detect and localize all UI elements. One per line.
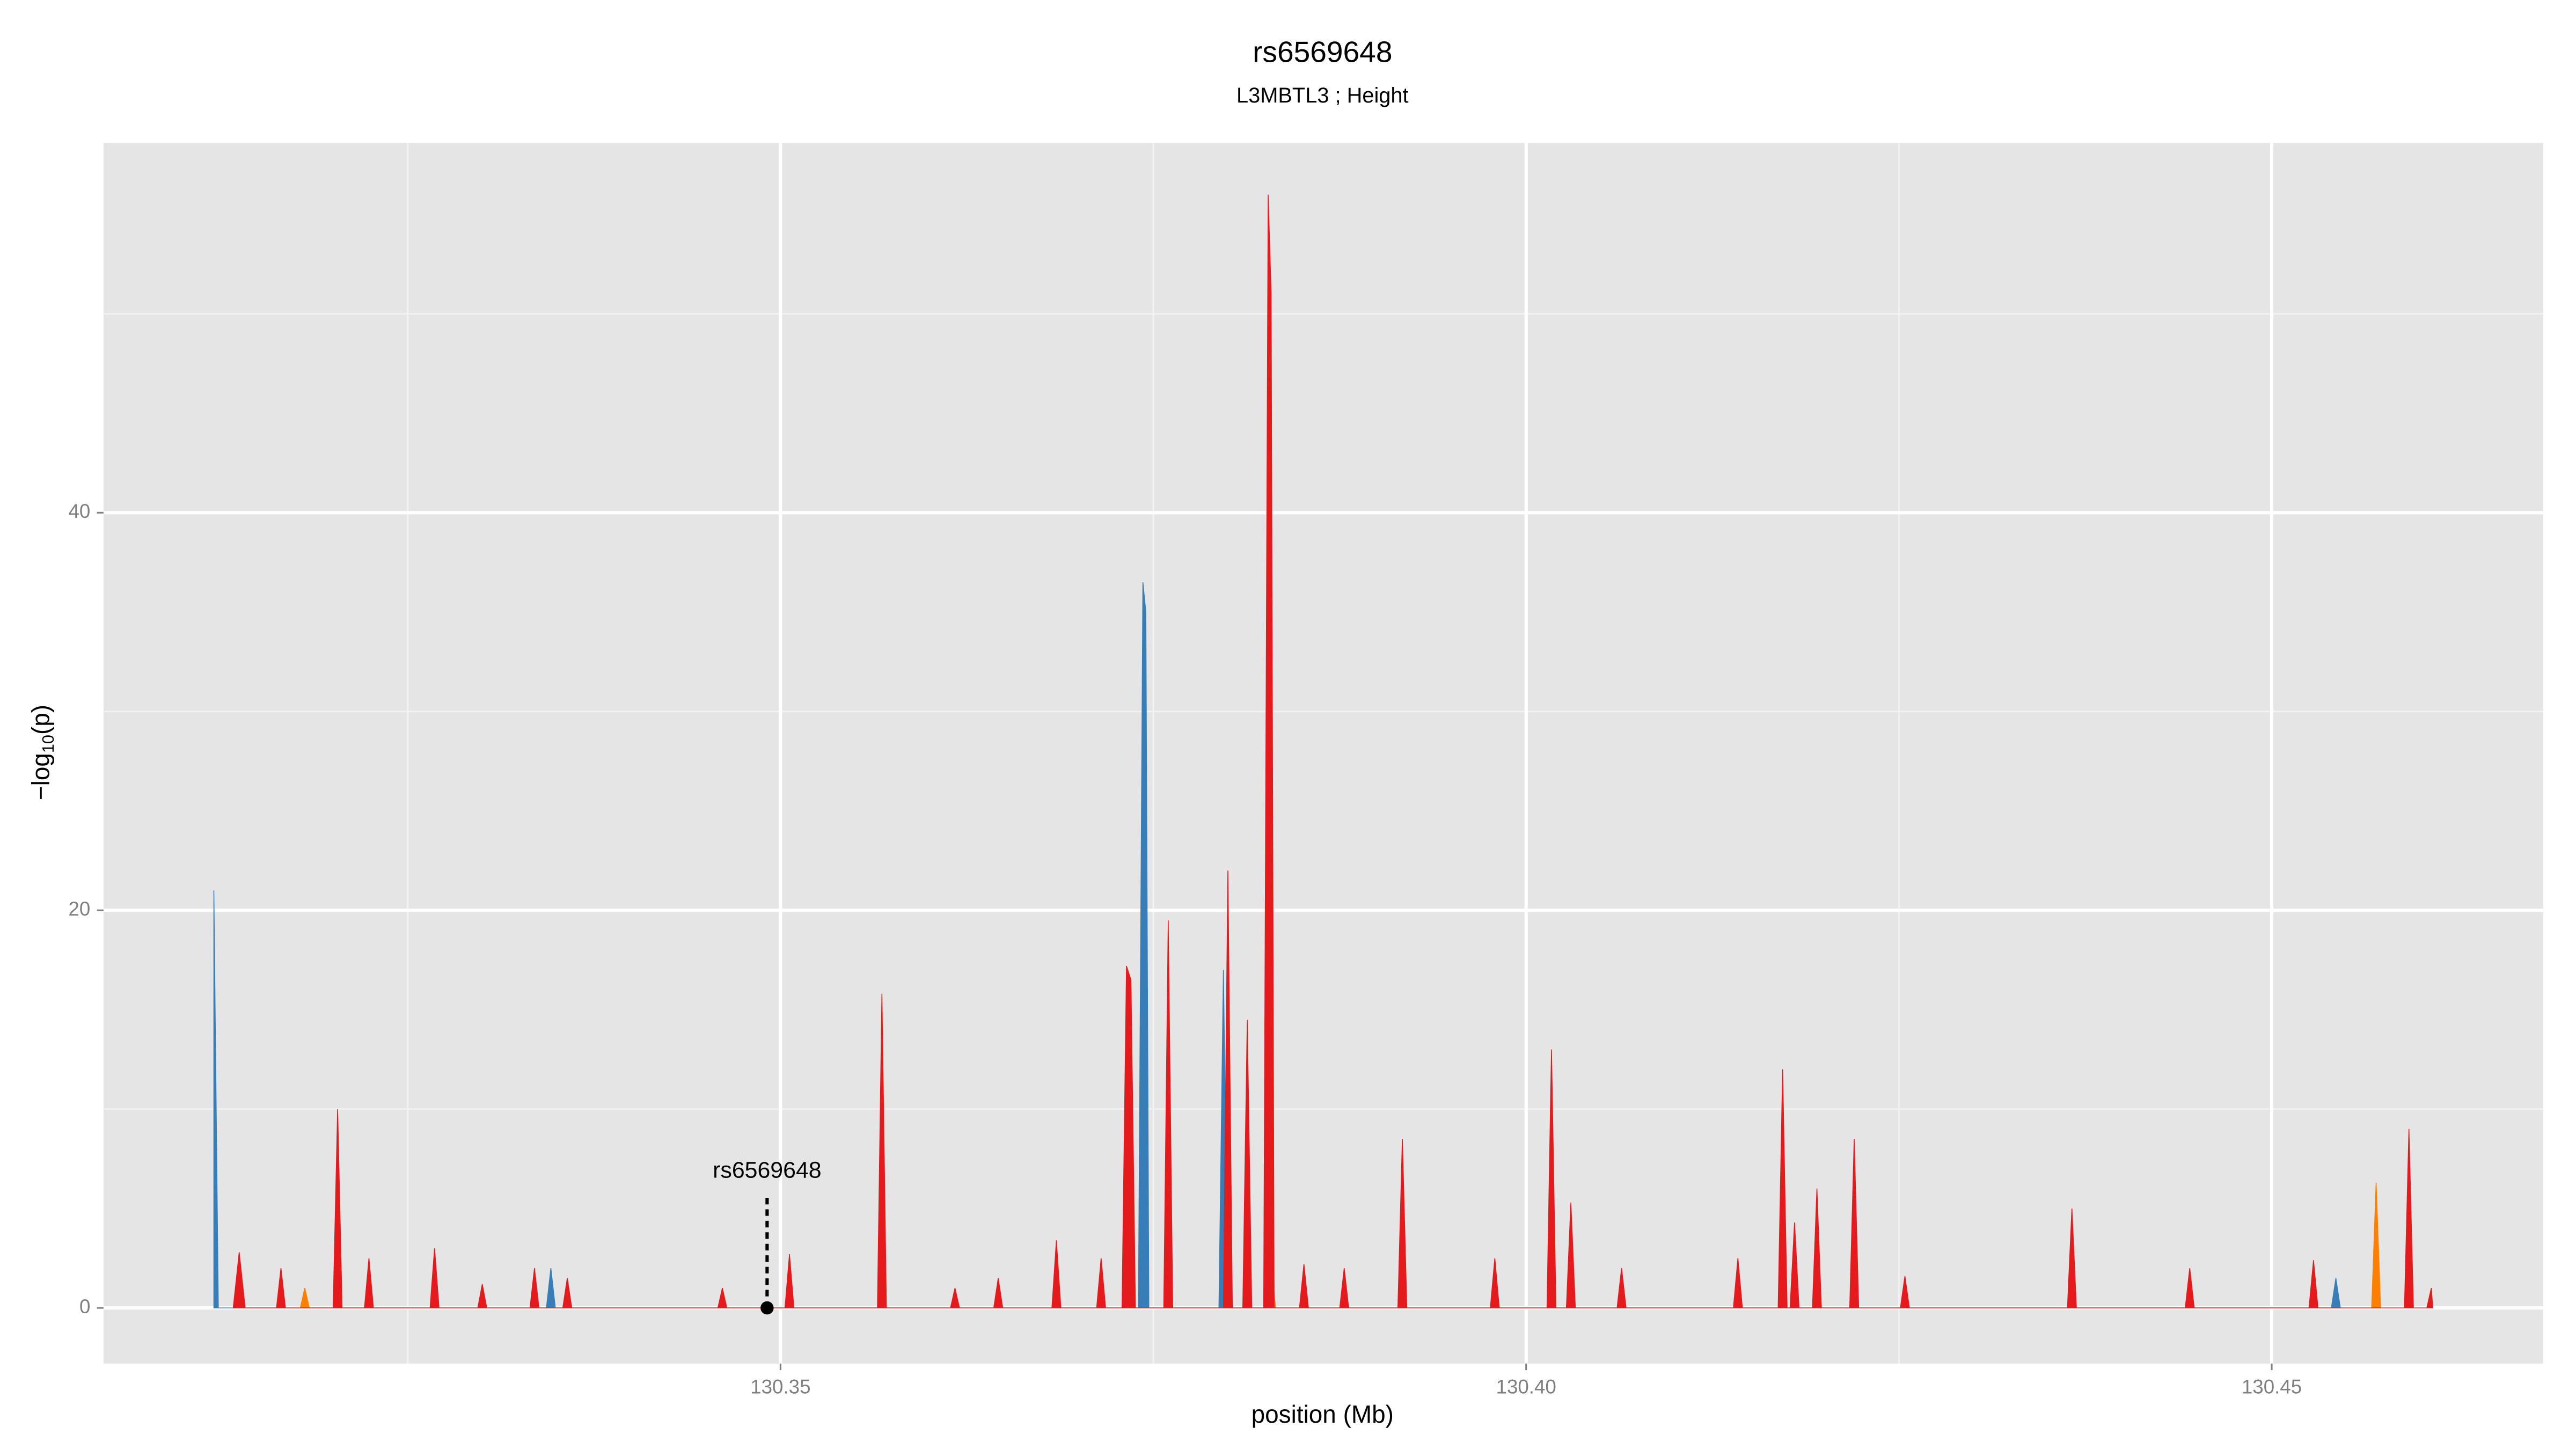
- y-tick-label: 40: [69, 500, 91, 522]
- x-tick-label: 130.35: [750, 1375, 810, 1397]
- chart-subtitle: L3MBTL3 ; Height: [1236, 84, 1409, 107]
- annotation-label: rs6569648: [713, 1157, 821, 1183]
- plot-panel: [103, 143, 2543, 1364]
- x-tick-label: 130.45: [2242, 1375, 2302, 1397]
- area: [232, 194, 2433, 1308]
- annotation-point: [760, 1301, 774, 1315]
- y-label-suffix: (p): [27, 705, 55, 735]
- x-tick-label: 130.40: [1496, 1375, 1556, 1397]
- y-label-base: −log: [27, 753, 55, 800]
- y-axis-label: −log10(p): [27, 705, 57, 800]
- y-label-sub: 10: [39, 735, 57, 753]
- chart-title: rs6569648: [1253, 35, 1392, 69]
- y-tick-label: 0: [79, 1296, 90, 1318]
- x-axis-label: position (Mb): [1252, 1400, 1394, 1428]
- y-tick-label: 20: [69, 898, 91, 920]
